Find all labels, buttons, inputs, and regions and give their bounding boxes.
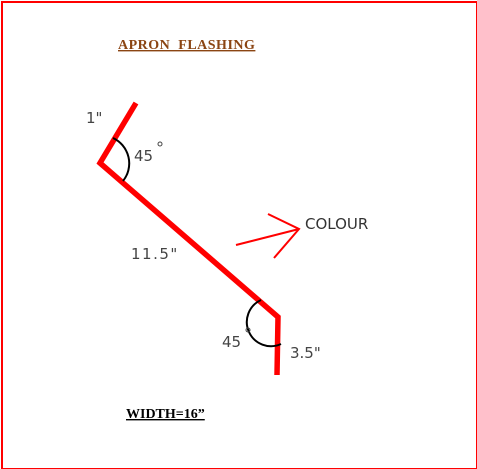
flashing-profile-line (96, 101, 281, 376)
top-leg-dimension: 1" (86, 109, 102, 127)
top-angle-arc (112, 137, 131, 182)
bottom-leg-dimension: 3.5" (290, 344, 321, 362)
top-degree-symbol (157, 141, 163, 147)
main-length-dimension: 11.5" (131, 245, 179, 263)
colour-label: COLOUR (305, 215, 368, 233)
width-label: WIDTH=16” (126, 407, 205, 422)
top-angle-label: 45 (134, 147, 153, 165)
bottom-degree-symbol (245, 327, 251, 333)
colour-side-arrow (235, 213, 301, 259)
diagram-title: APRON FLASHING (118, 38, 255, 53)
bottom-angle-label: 45 (222, 333, 241, 351)
